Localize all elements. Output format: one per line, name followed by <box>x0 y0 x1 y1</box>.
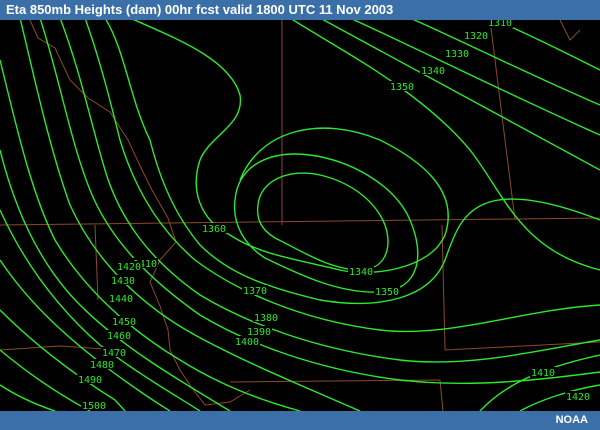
contour-label: 1330 <box>445 49 469 60</box>
contour-line <box>84 20 600 333</box>
contour-line <box>256 172 389 271</box>
contour-label: 1410 <box>531 368 555 379</box>
contour-line <box>59 20 600 363</box>
contour-label: 1390 <box>247 327 271 338</box>
contour-line <box>233 153 419 293</box>
contour-label: 1420 <box>117 262 141 273</box>
border-line <box>559 20 581 41</box>
contour-label: 1500 <box>82 401 106 411</box>
contour-label: 1380 <box>254 313 278 324</box>
border-line <box>441 224 600 351</box>
contour-label: 1470 <box>102 348 126 359</box>
contour-label: 1350 <box>375 287 399 298</box>
contour-line <box>0 384 56 411</box>
height-contour-map: 1310 1320 1330 1340 1350 1360 1340 1350 … <box>0 20 600 411</box>
contour-line <box>0 309 126 411</box>
contour-label: 1310 <box>488 20 512 29</box>
contour-line <box>519 384 600 411</box>
map-title: Eta 850mb Heights (dam) 00hr fcst valid … <box>0 0 600 20</box>
contour-line <box>39 20 600 384</box>
contour-line <box>0 59 301 411</box>
contour-label: 1400 <box>235 337 259 348</box>
border-line <box>0 345 121 351</box>
border-line <box>0 217 600 226</box>
contour-label: 1320 <box>464 31 488 42</box>
contour-label: 1450 <box>112 317 136 328</box>
contour-labels: 1310 1320 1330 1340 1350 1360 1340 1350 … <box>77 20 591 411</box>
border-line <box>489 20 516 221</box>
map-background <box>0 20 600 411</box>
height-contours <box>0 20 600 411</box>
contour-label: 1480 <box>90 360 114 371</box>
footer-bar: NOAA <box>0 411 600 430</box>
contour-line <box>352 20 600 136</box>
credit-label: NOAA <box>555 414 588 426</box>
contour-line <box>322 20 600 171</box>
contour-label: 1490 <box>78 375 102 386</box>
contour-label: 1360 <box>202 224 226 235</box>
contour-label: 1430 <box>111 276 135 287</box>
border-line <box>229 379 444 411</box>
contour-line <box>0 149 231 411</box>
contour-label: 1440 <box>109 294 133 305</box>
contour-line <box>0 349 91 411</box>
contour-label: 1420 <box>566 392 590 403</box>
contour-line <box>479 354 600 411</box>
contour-label: 1350 <box>390 82 414 93</box>
contour-line <box>132 20 449 274</box>
contour-line <box>291 20 600 271</box>
contour-line <box>412 20 600 106</box>
contour-line <box>105 20 600 305</box>
contour-label: 1460 <box>107 331 131 342</box>
border-line <box>94 224 99 301</box>
contour-line <box>0 209 201 411</box>
contour-label: 1370 <box>243 286 267 297</box>
contour-label: 1340 <box>421 66 445 77</box>
contour-label: 1340 <box>349 267 373 278</box>
contour-label: 1410 <box>133 259 157 270</box>
